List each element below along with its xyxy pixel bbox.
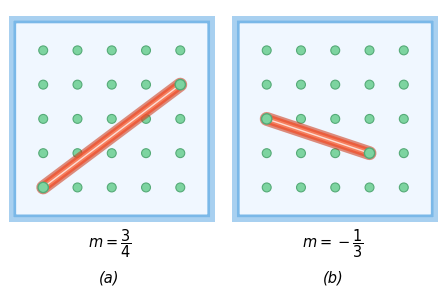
Circle shape xyxy=(39,46,48,55)
Circle shape xyxy=(365,46,374,55)
Circle shape xyxy=(142,46,151,55)
Text: $m = -\dfrac{1}{3}$: $m = -\dfrac{1}{3}$ xyxy=(302,227,364,260)
Circle shape xyxy=(39,80,48,89)
Circle shape xyxy=(142,149,151,158)
Circle shape xyxy=(107,149,116,158)
Circle shape xyxy=(399,149,408,158)
Circle shape xyxy=(262,183,271,192)
Circle shape xyxy=(73,115,82,123)
Circle shape xyxy=(296,183,305,192)
Circle shape xyxy=(262,149,271,158)
Circle shape xyxy=(175,79,186,90)
Circle shape xyxy=(399,115,408,123)
Circle shape xyxy=(107,115,116,123)
FancyBboxPatch shape xyxy=(8,15,215,223)
Circle shape xyxy=(365,149,374,158)
Circle shape xyxy=(262,46,271,55)
Circle shape xyxy=(296,80,305,89)
FancyBboxPatch shape xyxy=(239,22,432,215)
Circle shape xyxy=(39,149,48,158)
Circle shape xyxy=(142,183,151,192)
Circle shape xyxy=(364,148,375,158)
Circle shape xyxy=(365,183,374,192)
Circle shape xyxy=(176,46,185,55)
Circle shape xyxy=(365,80,374,89)
Circle shape xyxy=(331,183,340,192)
Circle shape xyxy=(296,149,305,158)
Circle shape xyxy=(142,115,151,123)
Circle shape xyxy=(107,46,116,55)
Circle shape xyxy=(73,80,82,89)
Text: (b): (b) xyxy=(323,271,343,286)
Circle shape xyxy=(262,115,271,123)
Circle shape xyxy=(399,183,408,192)
Circle shape xyxy=(73,149,82,158)
Circle shape xyxy=(107,183,116,192)
FancyBboxPatch shape xyxy=(232,15,439,223)
Circle shape xyxy=(331,149,340,158)
Circle shape xyxy=(107,80,116,89)
Circle shape xyxy=(365,115,374,123)
Text: $m = \dfrac{3}{4}$: $m = \dfrac{3}{4}$ xyxy=(88,227,131,260)
Circle shape xyxy=(261,114,272,124)
Circle shape xyxy=(73,183,82,192)
Circle shape xyxy=(38,182,48,193)
Circle shape xyxy=(176,183,185,192)
Circle shape xyxy=(73,46,82,55)
Text: (a): (a) xyxy=(99,271,120,286)
Circle shape xyxy=(296,115,305,123)
FancyBboxPatch shape xyxy=(15,22,208,215)
Circle shape xyxy=(176,149,185,158)
Circle shape xyxy=(399,80,408,89)
Circle shape xyxy=(142,80,151,89)
Circle shape xyxy=(331,46,340,55)
Circle shape xyxy=(262,80,271,89)
Circle shape xyxy=(176,115,185,123)
Circle shape xyxy=(331,115,340,123)
Circle shape xyxy=(399,46,408,55)
Circle shape xyxy=(39,183,48,192)
Circle shape xyxy=(176,80,185,89)
Circle shape xyxy=(39,115,48,123)
Circle shape xyxy=(331,80,340,89)
Circle shape xyxy=(296,46,305,55)
